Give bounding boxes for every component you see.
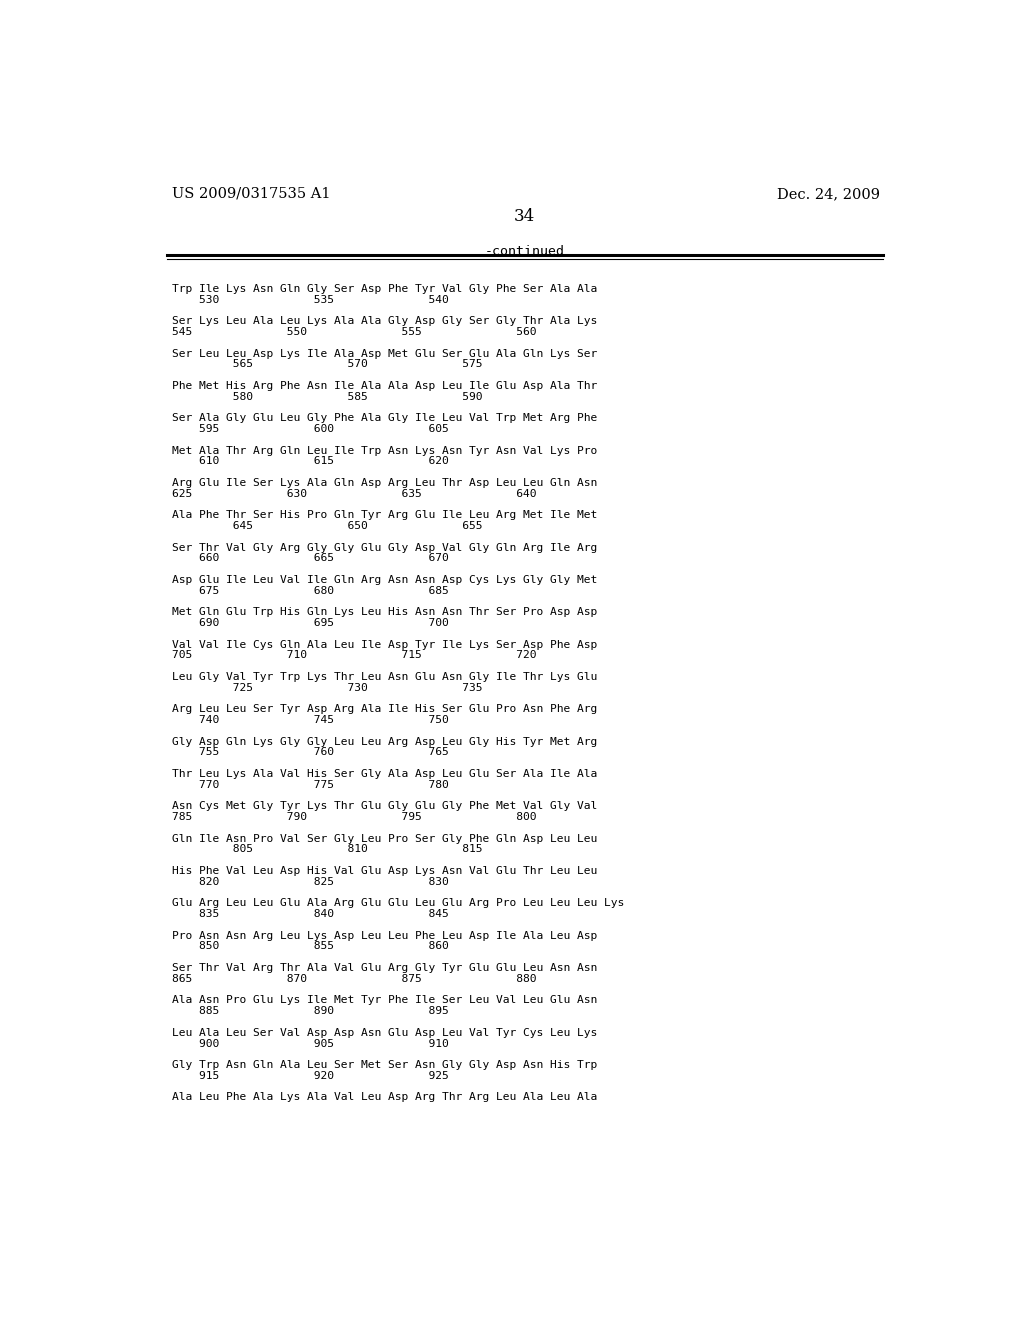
Text: 885              890              895: 885 890 895 (172, 1006, 449, 1016)
Text: 900              905              910: 900 905 910 (172, 1039, 449, 1048)
Text: His Phe Val Leu Asp His Val Glu Asp Lys Asn Val Glu Thr Leu Leu: His Phe Val Leu Asp His Val Glu Asp Lys … (172, 866, 597, 876)
Text: Ser Ala Gly Glu Leu Gly Phe Ala Gly Ile Leu Val Trp Met Arg Phe: Ser Ala Gly Glu Leu Gly Phe Ala Gly Ile … (172, 413, 597, 424)
Text: Gly Trp Asn Gln Ala Leu Ser Met Ser Asn Gly Gly Asp Asn His Trp: Gly Trp Asn Gln Ala Leu Ser Met Ser Asn … (172, 1060, 597, 1071)
Text: Met Ala Thr Arg Gln Leu Ile Trp Asn Lys Asn Tyr Asn Val Lys Pro: Met Ala Thr Arg Gln Leu Ile Trp Asn Lys … (172, 446, 597, 455)
Text: 34: 34 (514, 207, 536, 224)
Text: Leu Ala Leu Ser Val Asp Asp Asn Glu Asp Leu Val Tyr Cys Leu Lys: Leu Ala Leu Ser Val Asp Asp Asn Glu Asp … (172, 1028, 597, 1038)
Text: 595              600              605: 595 600 605 (172, 424, 449, 434)
Text: 660              665              670: 660 665 670 (172, 553, 449, 564)
Text: 675              680              685: 675 680 685 (172, 586, 449, 595)
Text: Ser Thr Val Gly Arg Gly Gly Glu Gly Asp Val Gly Gln Arg Ile Arg: Ser Thr Val Gly Arg Gly Gly Glu Gly Asp … (172, 543, 597, 553)
Text: 785              790              795              800: 785 790 795 800 (172, 812, 537, 822)
Text: 915              920              925: 915 920 925 (172, 1071, 449, 1081)
Text: US 2009/0317535 A1: US 2009/0317535 A1 (172, 187, 331, 201)
Text: 690              695              700: 690 695 700 (172, 618, 449, 628)
Text: Arg Leu Leu Ser Tyr Asp Arg Ala Ile His Ser Glu Pro Asn Phe Arg: Arg Leu Leu Ser Tyr Asp Arg Ala Ile His … (172, 705, 597, 714)
Text: Thr Leu Lys Ala Val His Ser Gly Ala Asp Leu Glu Ser Ala Ile Ala: Thr Leu Lys Ala Val His Ser Gly Ala Asp … (172, 770, 597, 779)
Text: Asn Cys Met Gly Tyr Lys Thr Glu Gly Glu Gly Phe Met Val Gly Val: Asn Cys Met Gly Tyr Lys Thr Glu Gly Glu … (172, 801, 597, 812)
Text: 645              650              655: 645 650 655 (172, 521, 482, 531)
Text: Trp Ile Lys Asn Gln Gly Ser Asp Phe Tyr Val Gly Phe Ser Ala Ala: Trp Ile Lys Asn Gln Gly Ser Asp Phe Tyr … (172, 284, 597, 294)
Text: Met Gln Glu Trp His Gln Lys Leu His Asn Asn Thr Ser Pro Asp Asp: Met Gln Glu Trp His Gln Lys Leu His Asn … (172, 607, 597, 618)
Text: Dec. 24, 2009: Dec. 24, 2009 (777, 187, 880, 201)
Text: 770              775              780: 770 775 780 (172, 780, 449, 789)
Text: 610              615              620: 610 615 620 (172, 457, 449, 466)
Text: Ser Lys Leu Ala Leu Lys Ala Ala Gly Asp Gly Ser Gly Thr Ala Lys: Ser Lys Leu Ala Leu Lys Ala Ala Gly Asp … (172, 317, 597, 326)
Text: 865              870              875              880: 865 870 875 880 (172, 974, 537, 983)
Text: Gln Ile Asn Pro Val Ser Gly Leu Pro Ser Gly Phe Gln Asp Leu Leu: Gln Ile Asn Pro Val Ser Gly Leu Pro Ser … (172, 834, 597, 843)
Text: Phe Met His Arg Phe Asn Ile Ala Ala Asp Leu Ile Glu Asp Ala Thr: Phe Met His Arg Phe Asn Ile Ala Ala Asp … (172, 381, 597, 391)
Text: 805              810              815: 805 810 815 (172, 845, 482, 854)
Text: 725              730              735: 725 730 735 (172, 682, 482, 693)
Text: Gly Asp Gln Lys Gly Gly Leu Leu Arg Asp Leu Gly His Tyr Met Arg: Gly Asp Gln Lys Gly Gly Leu Leu Arg Asp … (172, 737, 597, 747)
Text: 530              535              540: 530 535 540 (172, 294, 449, 305)
Text: Ser Leu Leu Asp Lys Ile Ala Asp Met Glu Ser Glu Ala Gln Lys Ser: Ser Leu Leu Asp Lys Ile Ala Asp Met Glu … (172, 348, 597, 359)
Text: 580              585              590: 580 585 590 (172, 392, 482, 401)
Text: Ala Asn Pro Glu Lys Ile Met Tyr Phe Ile Ser Leu Val Leu Glu Asn: Ala Asn Pro Glu Lys Ile Met Tyr Phe Ile … (172, 995, 597, 1006)
Text: Glu Arg Leu Leu Glu Ala Arg Glu Glu Leu Glu Arg Pro Leu Leu Leu Lys: Glu Arg Leu Leu Glu Ala Arg Glu Glu Leu … (172, 899, 625, 908)
Text: Leu Gly Val Tyr Trp Lys Thr Leu Asn Glu Asn Gly Ile Thr Lys Glu: Leu Gly Val Tyr Trp Lys Thr Leu Asn Glu … (172, 672, 597, 682)
Text: 625              630              635              640: 625 630 635 640 (172, 488, 537, 499)
Text: Asp Glu Ile Leu Val Ile Gln Arg Asn Asn Asp Cys Lys Gly Gly Met: Asp Glu Ile Leu Val Ile Gln Arg Asn Asn … (172, 576, 597, 585)
Text: 545              550              555              560: 545 550 555 560 (172, 327, 537, 337)
Text: -continued: -continued (484, 246, 565, 259)
Text: 820              825              830: 820 825 830 (172, 876, 449, 887)
Text: 835              840              845: 835 840 845 (172, 909, 449, 919)
Text: 705              710              715              720: 705 710 715 720 (172, 651, 537, 660)
Text: Val Val Ile Cys Gln Ala Leu Ile Asp Tyr Ile Lys Ser Asp Phe Asp: Val Val Ile Cys Gln Ala Leu Ile Asp Tyr … (172, 640, 597, 649)
Text: 755              760              765: 755 760 765 (172, 747, 449, 758)
Text: 740              745              750: 740 745 750 (172, 715, 449, 725)
Text: 565              570              575: 565 570 575 (172, 359, 482, 370)
Text: Ala Phe Thr Ser His Pro Gln Tyr Arg Glu Ile Leu Arg Met Ile Met: Ala Phe Thr Ser His Pro Gln Tyr Arg Glu … (172, 511, 597, 520)
Text: 850              855              860: 850 855 860 (172, 941, 449, 952)
Text: Ala Leu Phe Ala Lys Ala Val Leu Asp Arg Thr Arg Leu Ala Leu Ala: Ala Leu Phe Ala Lys Ala Val Leu Asp Arg … (172, 1093, 597, 1102)
Text: Ser Thr Val Arg Thr Ala Val Glu Arg Gly Tyr Glu Glu Leu Asn Asn: Ser Thr Val Arg Thr Ala Val Glu Arg Gly … (172, 964, 597, 973)
Text: Arg Glu Ile Ser Lys Ala Gln Asp Arg Leu Thr Asp Leu Leu Gln Asn: Arg Glu Ile Ser Lys Ala Gln Asp Arg Leu … (172, 478, 597, 488)
Text: Pro Asn Asn Arg Leu Lys Asp Leu Leu Phe Leu Asp Ile Ala Leu Asp: Pro Asn Asn Arg Leu Lys Asp Leu Leu Phe … (172, 931, 597, 941)
